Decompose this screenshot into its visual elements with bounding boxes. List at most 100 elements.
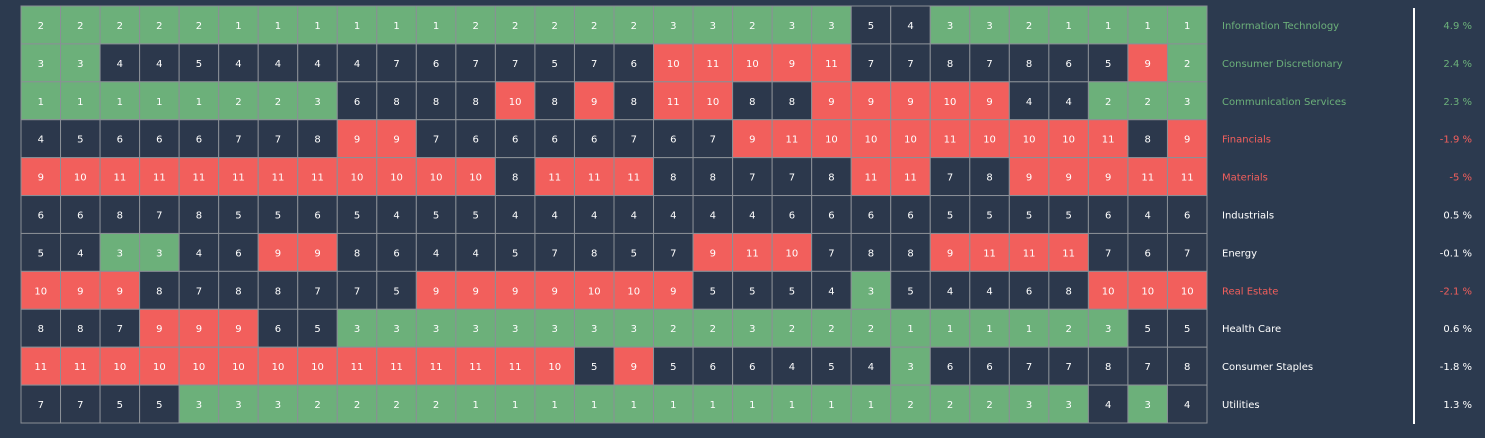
cell-label: 9 [117,286,123,297]
cell [771,195,813,234]
cell [1127,5,1168,45]
cell-label: 1 [77,97,83,108]
cell-label: 11 [1181,173,1194,184]
cell-label: 4 [77,248,83,259]
cell-label: 7 [591,59,597,70]
cell [1048,346,1089,386]
cell-label: 7 [1065,362,1071,373]
cell [850,5,892,45]
cell-label: 1 [38,97,44,108]
cell [1048,308,1089,348]
cell-label: 5 [749,286,755,297]
cell-label: 4 [156,59,162,70]
cell-label: 4 [749,211,755,222]
cell-label: 10 [1023,135,1036,146]
row-label: Financials [1222,135,1271,146]
cell [613,81,655,121]
cell [415,119,457,159]
cell-label: 4 [868,362,874,373]
change-label: 2.4 % [1443,59,1472,70]
cell [653,195,694,234]
cell-label: 7 [117,324,123,335]
cell-label: 11 [153,173,166,184]
cell [99,5,141,45]
cell-label: 10 [1181,286,1194,297]
cell-label: 10 [153,362,166,373]
cell-label: 8 [710,173,716,184]
cell-label: 3 [670,21,676,32]
cell-label: 4 [196,248,202,259]
cell-label: 1 [117,97,123,108]
cell-label: 3 [907,362,913,373]
cell-label: 6 [77,211,83,222]
cell-label: 6 [472,135,478,146]
cell-label: 5 [196,59,202,70]
cell-label: 8 [986,173,992,184]
cell [969,5,1010,45]
cell [257,119,299,159]
cell-label: 7 [631,135,637,146]
cell [455,346,496,386]
cell-label: 10 [34,286,47,297]
cell-label: 2 [38,21,44,32]
cell [1166,270,1208,310]
cell [455,270,496,310]
cell-label: 10 [193,362,206,373]
cell-label: 7 [947,173,953,184]
cell-label: 2 [433,400,439,411]
cell-label: 11 [588,173,601,184]
cell [178,346,220,386]
cell-label: 3 [354,324,360,335]
cell [139,119,180,159]
cell-label: 6 [868,211,874,222]
cell [771,157,813,197]
cell-label: 9 [552,286,558,297]
cell-label: 1 [1145,21,1151,32]
cell-label: 3 [156,248,162,259]
cell [890,195,931,234]
cell [969,119,1010,159]
cell [376,384,417,424]
cell-label: 5 [1145,324,1151,335]
cell-label: 1 [1065,21,1071,32]
cell-label: 7 [986,59,992,70]
cell [732,384,773,424]
cell-label: 1 [472,400,478,411]
cell [218,270,259,310]
cell-label: 9 [77,286,83,297]
cell-label: 1 [828,400,834,411]
cell [929,195,971,234]
cell-label: 2 [868,324,874,335]
cell-label: 8 [117,211,123,222]
cell-label: 7 [552,248,558,259]
cell-label: 10 [390,173,403,184]
cell-label: 6 [907,211,913,222]
cell [534,43,575,83]
cell-label: 1 [591,400,597,411]
cell [534,5,575,45]
cell-label: 11 [469,362,482,373]
cell-label: 3 [1065,400,1071,411]
cell-label: 5 [314,324,320,335]
cell-label: 4 [1026,97,1032,108]
cell-label: 4 [512,211,518,222]
cell [1166,43,1208,83]
cell-label: 6 [986,362,992,373]
cell-label: 9 [1184,135,1190,146]
cell [297,195,338,234]
cell [218,5,259,45]
cell [573,157,615,197]
cell-label: 10 [746,59,759,70]
cell-label: 6 [828,211,834,222]
cell-label: 10 [469,173,482,184]
cell-label: 1 [235,21,241,32]
cell-label: 11 [944,135,957,146]
cell [811,43,852,83]
cell [455,119,496,159]
cell-label: 4 [354,59,360,70]
cell-label: 10 [509,97,522,108]
cell-label: 6 [1065,59,1071,70]
cell-label: 7 [828,248,834,259]
cell [1008,195,1050,234]
cell-label: 6 [354,97,360,108]
